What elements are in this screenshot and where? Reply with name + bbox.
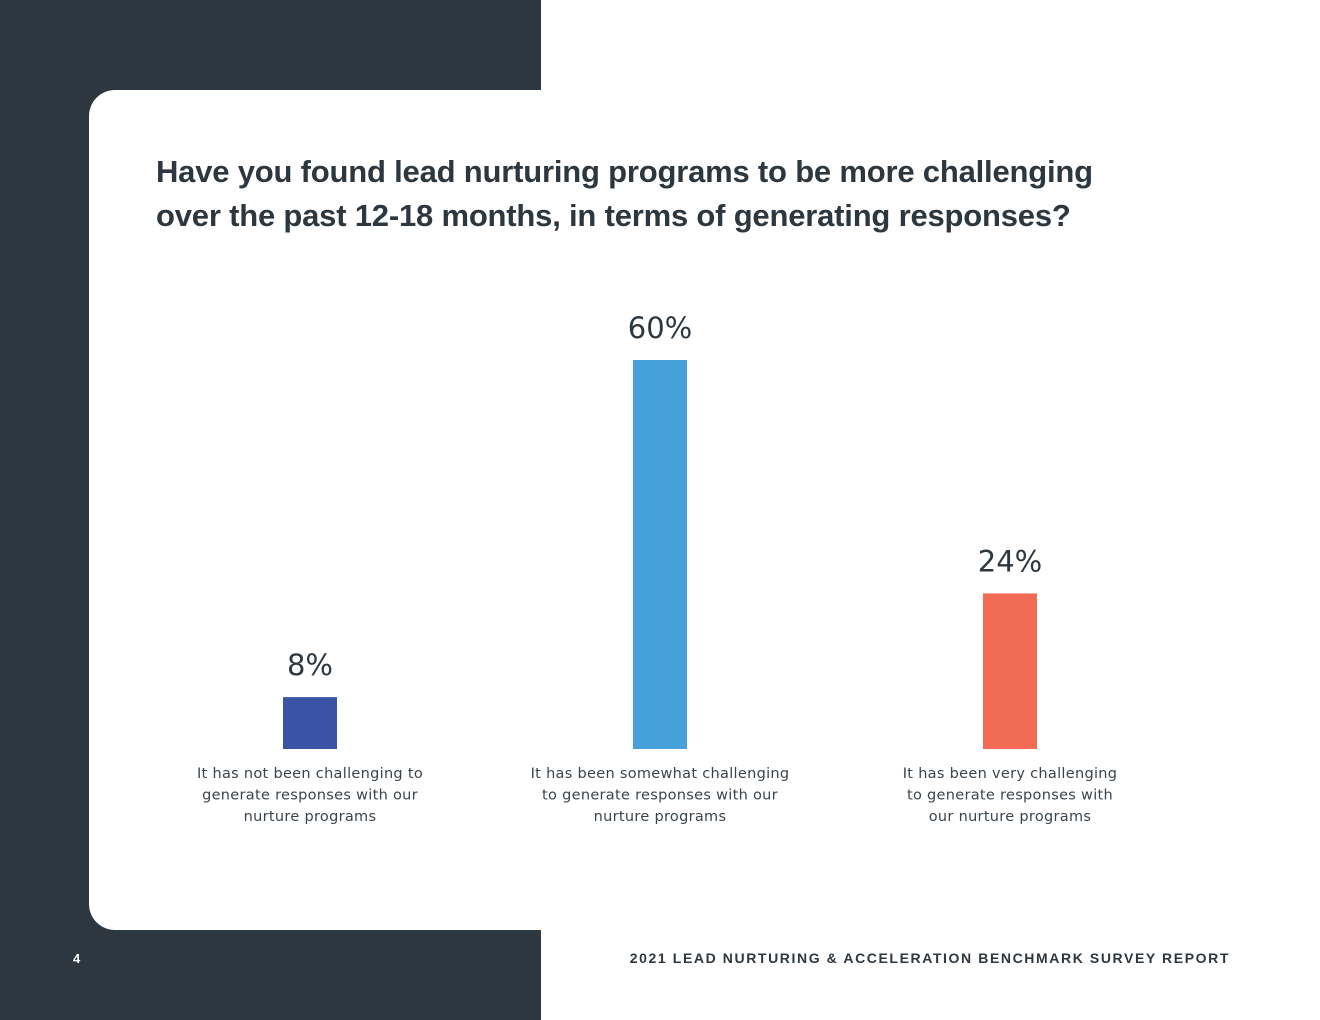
value-label-3: 24%: [978, 544, 1042, 578]
page-number: 4: [73, 951, 81, 966]
category-label-2-line-3: nurture programs: [594, 809, 727, 825]
category-label-1-line-3: nurture programs: [244, 809, 377, 825]
survey-question-line-2: over the past 12-18 months, in terms of …: [156, 198, 1071, 233]
value-label-1: 8%: [287, 648, 333, 682]
bar-2: [633, 360, 687, 749]
bar-1: [283, 697, 337, 749]
category-label-2-line-2: to generate responses with our: [542, 788, 778, 804]
category-label-1-line-1: It has not been challenging to: [197, 766, 423, 782]
category-label-3-line-2: to generate responses with: [907, 788, 1113, 804]
survey-question-line-1: Have you found lead nurturing programs t…: [156, 154, 1093, 189]
value-label-2: 60%: [628, 311, 692, 345]
content-card: [89, 90, 1320, 930]
category-label-1-line-2: generate responses with our: [202, 788, 418, 804]
category-label-3-line-1: It has been very challenging: [903, 766, 1118, 782]
report-title: 2021 LEAD NURTURING & ACCELERATION BENCH…: [629, 950, 1230, 966]
survey-question: Have you found lead nurturing programs t…: [156, 150, 1196, 238]
category-label-2-line-1: It has been somewhat challenging: [531, 766, 790, 782]
category-label-3-line-3: our nurture programs: [929, 809, 1091, 825]
bar-3: [983, 593, 1037, 749]
